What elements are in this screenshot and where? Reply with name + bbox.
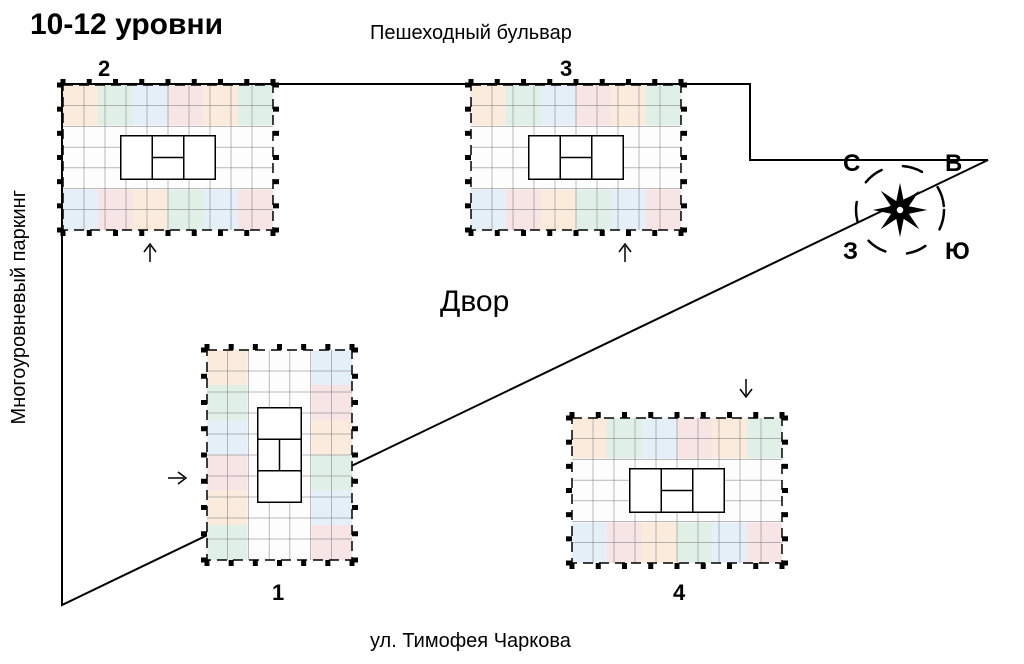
compass-w: З: [843, 238, 858, 266]
compass-e: В: [945, 150, 962, 178]
compass-n: С: [843, 150, 860, 178]
compass-s: Ю: [945, 238, 970, 266]
site-plan-svg: [0, 0, 1024, 664]
